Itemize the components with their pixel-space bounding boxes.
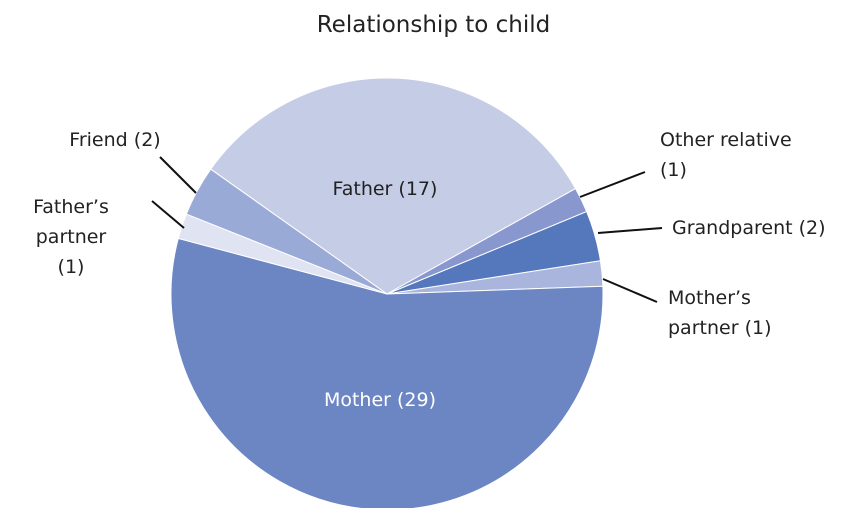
- leader-line: [602, 278, 658, 303]
- chart-title: Relationship to child: [316, 12, 551, 38]
- value-label: (1): [744, 317, 772, 339]
- pie-slice: [210, 77, 577, 295]
- pie-slice: [185, 168, 388, 295]
- category-label: Father’s partner: [33, 196, 109, 248]
- category-label: Friend: [69, 129, 128, 151]
- value-label: (17): [398, 178, 438, 200]
- value-label: (2): [133, 129, 161, 151]
- slice-label: Friend (2): [50, 125, 180, 155]
- leader-line: [151, 200, 185, 229]
- slice-label: Mother’s partner (1): [668, 283, 808, 343]
- slice-label: Other relative (1): [660, 125, 800, 185]
- value-label: (29): [397, 389, 437, 411]
- pie-slice: [170, 237, 604, 508]
- value-label: (1): [57, 256, 85, 278]
- slice-label: Father’s partner (1): [25, 192, 117, 282]
- category-label: Grandparent: [672, 217, 793, 239]
- leader-line: [159, 156, 197, 194]
- category-label: Mother: [323, 389, 391, 411]
- category-label: Other relative: [660, 129, 792, 151]
- value-label: (1): [660, 159, 687, 181]
- category-label: Father: [332, 178, 393, 200]
- leader-line: [597, 227, 663, 234]
- slice-label: Father (17): [300, 174, 470, 204]
- value-label: (2): [798, 217, 826, 239]
- slice-label: Grandparent (2): [672, 213, 867, 243]
- slice-label: Mother (29): [290, 385, 470, 415]
- leader-line: [579, 171, 646, 198]
- category-label: Mother’s partner: [668, 287, 751, 339]
